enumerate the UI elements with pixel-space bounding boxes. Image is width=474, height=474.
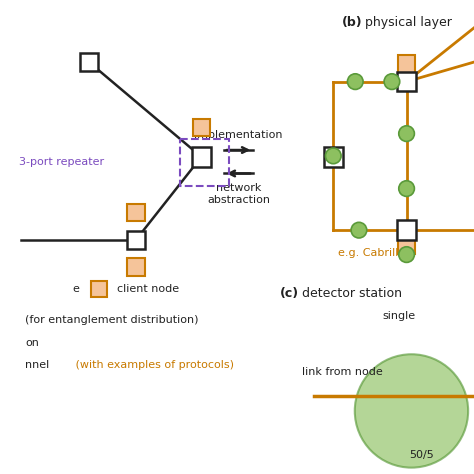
Circle shape [399,126,414,141]
Bar [397,220,416,240]
Text: nnel: nnel [26,360,50,370]
Bar [191,147,211,167]
Circle shape [355,354,468,468]
Bar [127,204,145,221]
Text: (for entanglement distribution): (for entanglement distribution) [26,315,199,325]
Circle shape [384,74,400,90]
Bar [397,72,416,91]
Circle shape [399,181,414,196]
Circle shape [326,148,341,164]
Text: detector station: detector station [302,287,402,300]
Bar [91,281,107,297]
Bar [180,139,229,186]
Bar [398,236,415,254]
Bar [192,119,210,137]
Text: on: on [26,337,39,347]
Text: single: single [382,311,415,321]
Text: 50/5: 50/5 [409,450,434,460]
Text: 3-port repeater: 3-port repeater [18,157,104,167]
Bar [127,231,145,249]
Bar [127,258,145,276]
Text: network
abstraction: network abstraction [207,183,270,205]
Text: (c): (c) [280,287,299,300]
Circle shape [347,74,363,90]
Text: link from node: link from node [302,367,383,377]
Text: (with examples of protocols): (with examples of protocols) [64,360,234,370]
Circle shape [351,222,367,238]
Circle shape [399,247,414,263]
Text: physical layer: physical layer [365,17,451,29]
Text: client node: client node [110,284,180,294]
Text: e: e [73,284,79,294]
Text: implementation: implementation [194,130,283,140]
Bar [398,55,415,73]
Bar [80,53,98,71]
Text: e.g. Cabrillo: e.g. Cabrillo [338,248,405,258]
Bar [324,147,343,167]
Text: (b): (b) [342,17,363,29]
